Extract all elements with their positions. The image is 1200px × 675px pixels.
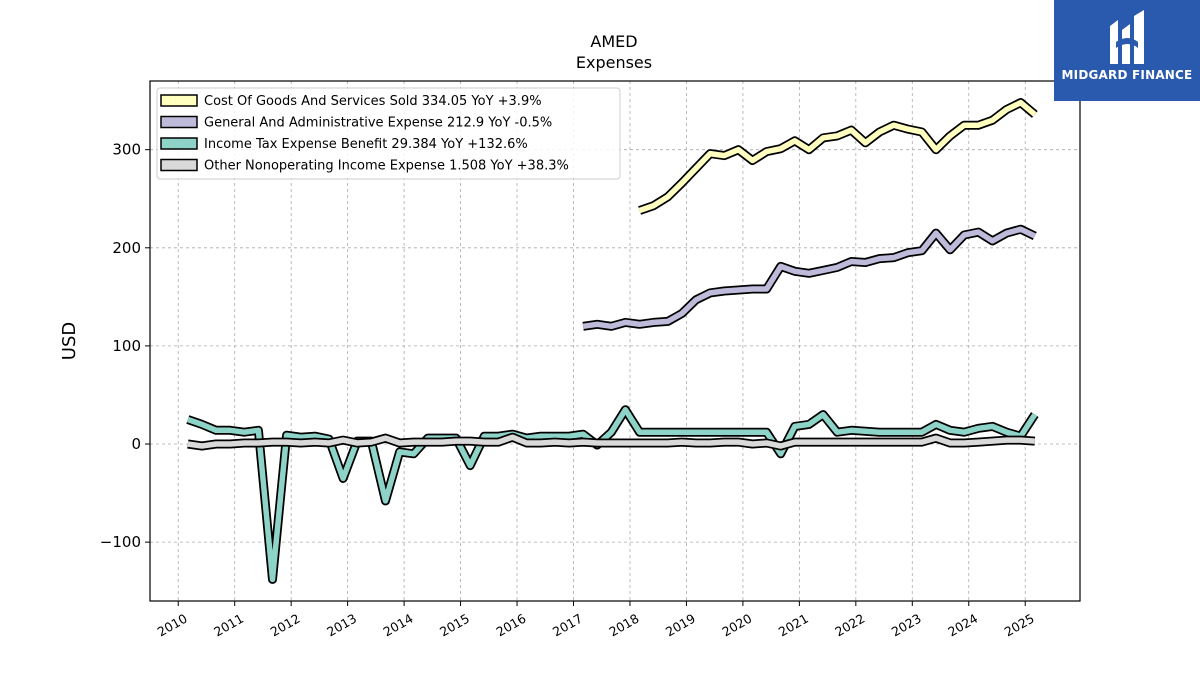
legend: Cost Of Goods And Services Sold 334.05 Y… — [156, 87, 621, 180]
x-tick-label: 2016 — [493, 611, 528, 640]
y-tick-label: 100 — [112, 337, 141, 355]
x-tick-label: 2010 — [155, 611, 190, 640]
legend-swatch — [160, 94, 198, 107]
legend-label: Other Nonoperating Income Expense 1.508 … — [204, 159, 569, 174]
x-tick-label: 2022 — [832, 611, 867, 640]
x-tick-label: 2020 — [719, 611, 754, 640]
plot-frame — [149, 80, 1081, 602]
x-tick-label: 2012 — [268, 611, 303, 640]
legend-label: Cost Of Goods And Services Sold 334.05 Y… — [204, 94, 542, 109]
x-tick-label: 2025 — [1002, 611, 1037, 640]
series-layer — [186, 98, 1039, 584]
y-tick-label: 200 — [112, 239, 141, 257]
series-line-2 — [582, 226, 1036, 330]
legend-swatch — [160, 115, 198, 129]
x-tick-label: 2023 — [889, 611, 924, 640]
x-tick-label: 2015 — [437, 611, 472, 640]
y-tick-label: −100 — [100, 533, 141, 551]
x-tick-label: 2013 — [324, 611, 359, 640]
legend-swatch — [160, 137, 198, 150]
y-tick-label: 300 — [112, 141, 141, 159]
legend-box — [156, 87, 621, 180]
brand-mark-icon — [1110, 10, 1144, 64]
series-line-outline-2 — [582, 224, 1037, 331]
brand-name: MIDGARD FINANCE — [1061, 68, 1193, 82]
x-tick-label: 2019 — [663, 611, 698, 640]
legend-label: General And Administrative Expense 212.9… — [204, 116, 552, 131]
series-line-outline-1 — [638, 98, 1038, 215]
x-tick-label: 2011 — [211, 611, 246, 640]
x-tick-label: 2014 — [381, 611, 416, 640]
brand-logo: MIDGARD FINANCE — [1054, 0, 1200, 101]
y-axis-label: USD — [59, 322, 80, 360]
x-tick-label: 2024 — [945, 611, 980, 640]
x-axis: 2010 2011 2012 2013 2014 2015 2016 2017 2018 2019… — [155, 601, 1037, 640]
chart-title: AMED — [590, 32, 637, 51]
x-tick-label: 2018 — [606, 611, 641, 640]
x-tick-label: 2017 — [550, 611, 585, 640]
y-axis: −100 0 100 200 300 — [100, 141, 150, 551]
series-line-1 — [638, 99, 1037, 214]
legend-swatch — [160, 158, 198, 172]
legend-label: Income Tax Expense Benefit 29.384 YoY +1… — [204, 137, 528, 152]
chart-subtitle: Expenses — [576, 53, 652, 72]
x-tick-label: 2021 — [776, 611, 811, 640]
series-line-4 — [187, 434, 1035, 449]
y-tick-label: 0 — [131, 435, 141, 453]
